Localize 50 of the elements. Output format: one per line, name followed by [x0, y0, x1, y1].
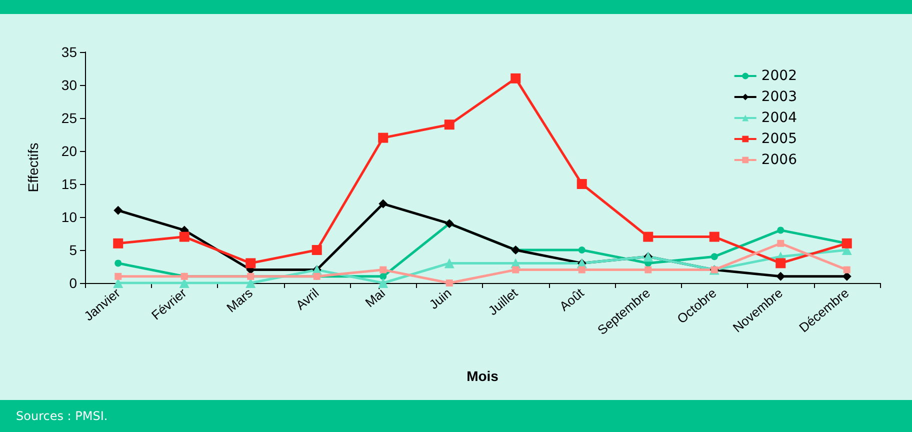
point [113, 278, 124, 288]
y-tick-label: 5 [69, 242, 78, 258]
legend-label: 2006 [761, 152, 798, 168]
point [246, 258, 256, 268]
point [444, 258, 454, 268]
point [378, 278, 388, 288]
point [380, 266, 387, 274]
x-tick-label: Juin [426, 285, 454, 312]
source-note: Sources : PMSI. [16, 409, 108, 423]
y-tick-label: 10 [61, 209, 78, 225]
y-tick-label: 35 [61, 44, 78, 60]
point [444, 120, 454, 130]
point [114, 260, 122, 267]
point [710, 253, 718, 260]
y-tick-label: 0 [69, 275, 78, 291]
point [378, 132, 388, 143]
point [776, 258, 786, 268]
point [113, 238, 124, 248]
legend-label: 2003 [761, 89, 798, 105]
y-tick-label: 30 [61, 77, 78, 93]
y-tick-label: 20 [61, 143, 78, 159]
point [578, 246, 586, 254]
point [776, 272, 786, 281]
point [777, 240, 784, 247]
y-tick-label: 25 [61, 110, 78, 126]
point [709, 232, 720, 242]
legend-label: 2002 [761, 68, 798, 84]
point [378, 199, 388, 208]
point [114, 272, 122, 280]
point [380, 272, 387, 280]
point [643, 232, 654, 242]
point [644, 266, 652, 274]
point [578, 266, 586, 274]
x-axis-title: Mois [466, 368, 499, 384]
point [576, 179, 587, 189]
point [179, 232, 190, 242]
point [114, 206, 123, 215]
point [510, 73, 521, 84]
point [446, 280, 453, 286]
x-tick-label: Mai [362, 285, 388, 310]
point [179, 278, 190, 288]
point [246, 278, 256, 288]
legend-label: 2004 [761, 110, 798, 126]
y-axis-title: Effectifs [25, 142, 41, 192]
point [843, 266, 850, 274]
point [312, 245, 322, 255]
legend-label: 2005 [761, 131, 798, 147]
point [777, 226, 784, 234]
point [512, 266, 520, 274]
y-tick-label: 15 [61, 176, 78, 192]
